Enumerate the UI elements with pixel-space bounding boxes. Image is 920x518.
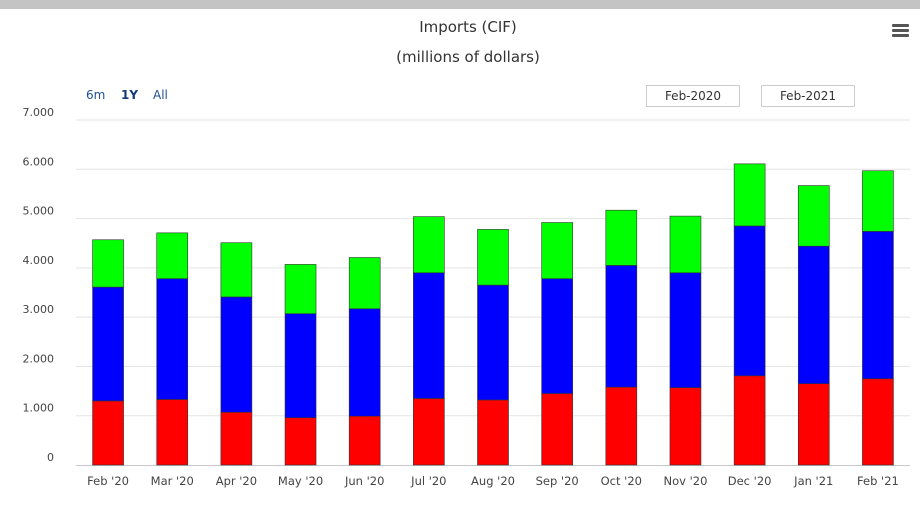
bar-segment-2 bbox=[541, 222, 573, 279]
chart-title: Imports (CIF) bbox=[419, 18, 517, 36]
y-tick-label: 5.000 bbox=[23, 205, 55, 218]
bar-segment-0 bbox=[284, 417, 317, 466]
chart-subtitle: (millions of dollars) bbox=[396, 48, 540, 66]
x-tick-label: Jan '21 bbox=[793, 474, 833, 488]
x-tick-label: Nov '20 bbox=[664, 474, 708, 488]
bar-segment-2 bbox=[605, 209, 638, 266]
x-tick-label: Jul '20 bbox=[410, 474, 446, 488]
bar-segment-1 bbox=[541, 278, 573, 394]
bar-segment-0 bbox=[92, 400, 124, 466]
hamburger-menu-icon[interactable] bbox=[892, 23, 910, 39]
y-tick-label: 3.000 bbox=[23, 303, 55, 316]
bar-segment-1 bbox=[477, 284, 509, 401]
bar-segment-0 bbox=[220, 411, 253, 466]
bar-segment-2 bbox=[156, 232, 189, 280]
x-tick-label: Feb '20 bbox=[87, 474, 129, 488]
y-tick-label: 1.000 bbox=[23, 402, 55, 415]
bar-segment-1 bbox=[348, 308, 381, 417]
x-tick-label: Feb '21 bbox=[857, 474, 899, 488]
bar-segment-1 bbox=[733, 225, 766, 377]
x-tick-label: Dec '20 bbox=[728, 474, 772, 488]
bar-segment-1 bbox=[156, 278, 189, 400]
bar-segment-1 bbox=[669, 272, 702, 388]
bar-segment-0 bbox=[413, 398, 445, 466]
y-tick-label: 2.000 bbox=[23, 352, 55, 365]
bar-segment-1 bbox=[413, 272, 445, 399]
bar-segment-2 bbox=[413, 216, 445, 274]
y-tick-label: 7.000 bbox=[23, 106, 55, 119]
bar-segment-1 bbox=[605, 265, 638, 388]
x-tick-label: Mar '20 bbox=[151, 474, 194, 488]
range-all-button[interactable]: All bbox=[153, 88, 168, 102]
bar-segment-2 bbox=[862, 170, 894, 232]
range-1y-button[interactable]: 1Y bbox=[121, 88, 139, 102]
x-tick-label: May '20 bbox=[278, 474, 323, 488]
bar-segment-0 bbox=[669, 387, 702, 466]
x-tick-label: Apr '20 bbox=[216, 474, 257, 488]
bar-segment-1 bbox=[284, 313, 317, 418]
bar-segment-2 bbox=[477, 229, 509, 286]
bar-segment-1 bbox=[220, 296, 253, 413]
y-tick-label: 0 bbox=[47, 451, 54, 464]
date-from-input[interactable] bbox=[646, 85, 740, 107]
bar-segment-0 bbox=[797, 383, 830, 466]
x-tick-label: Oct '20 bbox=[601, 474, 642, 488]
bar-segment-2 bbox=[284, 264, 317, 314]
bar-segment-0 bbox=[862, 378, 894, 466]
date-to-input[interactable] bbox=[761, 85, 855, 107]
x-tick-label: Sep '20 bbox=[536, 474, 579, 488]
y-tick-label: 6.000 bbox=[23, 155, 55, 168]
bar-segment-1 bbox=[862, 231, 894, 380]
x-tick-label: Jun '20 bbox=[344, 474, 384, 488]
y-tick-label: 4.000 bbox=[23, 254, 55, 267]
bar-segment-0 bbox=[156, 399, 189, 466]
bar-segment-0 bbox=[733, 375, 766, 466]
bar-segment-2 bbox=[669, 215, 702, 274]
bar-segment-2 bbox=[92, 239, 124, 288]
bar-segment-0 bbox=[348, 415, 381, 466]
bar-segment-0 bbox=[477, 399, 509, 466]
bar-segment-2 bbox=[733, 163, 766, 227]
bar-segment-1 bbox=[92, 286, 124, 402]
bar-segment-2 bbox=[797, 185, 830, 247]
bar-segment-0 bbox=[541, 393, 573, 466]
bar-segment-1 bbox=[797, 245, 830, 384]
range-6m-button[interactable]: 6m bbox=[86, 88, 106, 102]
bar-segment-0 bbox=[605, 386, 638, 466]
bar-segment-2 bbox=[348, 257, 381, 310]
x-tick-label: Aug '20 bbox=[471, 474, 515, 488]
bar-segment-2 bbox=[220, 242, 253, 298]
top-scrollbar bbox=[0, 0, 920, 9]
